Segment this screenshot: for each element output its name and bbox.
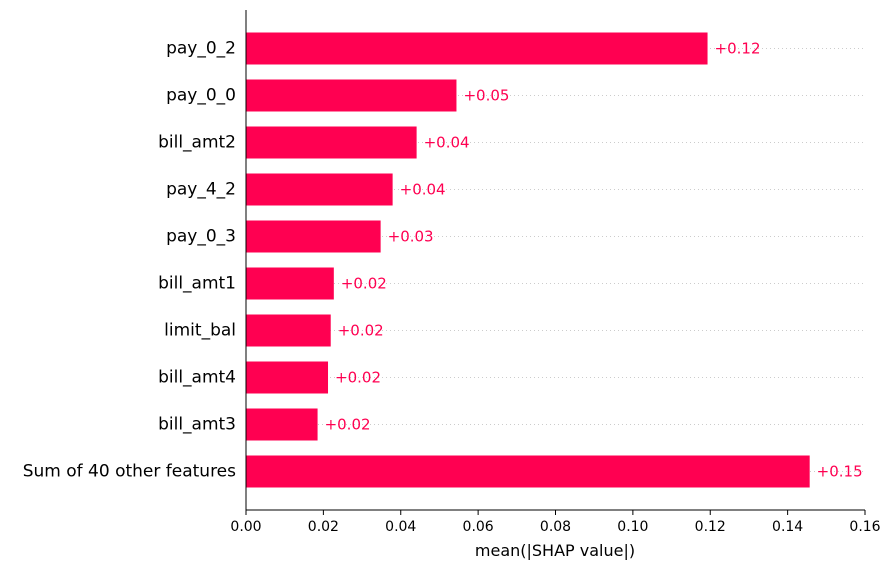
category-label: pay_4_2: [166, 180, 236, 200]
value-label: +0.15: [817, 463, 863, 481]
category-label: bill_amt3: [158, 415, 236, 435]
value-label: +0.12: [715, 40, 761, 58]
value-label: +0.02: [335, 369, 381, 387]
bar: [246, 267, 334, 300]
value-label: +0.05: [463, 87, 509, 105]
x-tick-label: 0.12: [695, 519, 726, 535]
value-label: +0.04: [424, 134, 470, 152]
value-labels: +0.12 +0.05 +0.04 +0.04 +0.03 +0.02 +0.02 +0.02…: [325, 40, 863, 481]
category-label: pay_0_3: [166, 227, 236, 247]
category-label: bill_amt2: [158, 133, 236, 153]
value-label: +0.03: [388, 228, 434, 246]
value-label: +0.04: [400, 181, 446, 199]
bar: [246, 220, 381, 253]
bar: [246, 408, 318, 441]
x-tick-label: 0.00: [230, 519, 261, 535]
category-label: limit_bal: [164, 321, 236, 341]
category-labels: pay_0_2 pay_0_0 bill_amt2 pay_4_2 pay_0_3bil…: [23, 39, 236, 482]
bar: [246, 32, 708, 65]
bar: [246, 126, 417, 159]
x-tick-label: 0.08: [540, 519, 571, 535]
x-tick-label: 0.04: [385, 519, 416, 535]
x-tick-label: 0.16: [849, 519, 880, 535]
value-label: +0.02: [338, 322, 384, 340]
bar: [246, 314, 331, 347]
bar: [246, 361, 329, 394]
x-tick-label: 0.10: [617, 519, 648, 535]
bars: [246, 32, 810, 488]
category-label: Sum of 40 other features: [23, 462, 236, 482]
category-label: bill_amt4: [158, 368, 236, 388]
x-tick-label: 0.14: [772, 519, 803, 535]
value-label: +0.02: [325, 416, 371, 434]
bar: [246, 173, 393, 206]
x-ticks: 0.00 0.02 0.04 0.06 0.08 0.10 0.12 0.14 0.16: [230, 510, 881, 535]
bar: [246, 79, 457, 112]
value-label: +0.02: [341, 275, 387, 293]
row-guides: [246, 48, 865, 472]
x-axis-title: mean(|SHAP value|): [475, 541, 635, 560]
category-label: pay_0_0: [166, 86, 236, 106]
category-label: bill_amt1: [158, 274, 236, 294]
category-label: pay_0_2: [166, 39, 236, 59]
x-tick-label: 0.06: [463, 519, 494, 535]
x-tick-label: 0.02: [308, 519, 339, 535]
bar: [246, 455, 810, 488]
